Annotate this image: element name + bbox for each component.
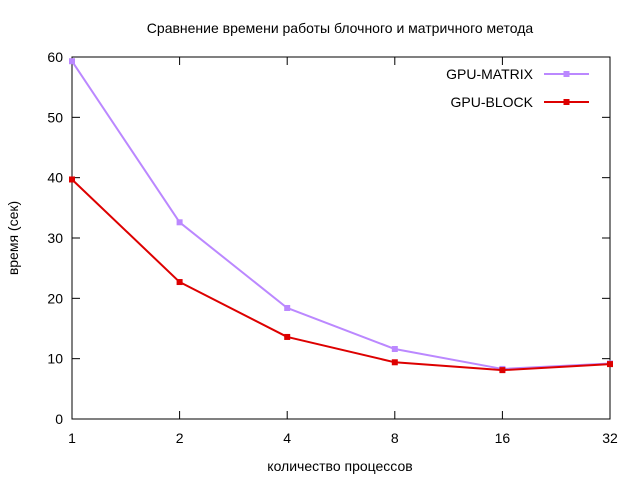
x-tick-label: 32 xyxy=(602,430,618,446)
tick-labels: 0 10 20 30 40 50 60 1 2 4 8 16 32 xyxy=(47,49,618,446)
x-tick-label: 1 xyxy=(68,430,76,446)
legend: GPU-MATRIX GPU-BLOCK xyxy=(446,66,589,110)
x-tick-label: 16 xyxy=(495,430,511,446)
y-tick-label: 20 xyxy=(47,290,63,306)
y-axis-label: время (сек) xyxy=(5,201,21,275)
legend-swatch-marker xyxy=(563,99,570,105)
legend-label: GPU-MATRIX xyxy=(446,66,534,82)
legend-entry-gpu-matrix: GPU-MATRIX xyxy=(446,66,589,82)
x-tick-label: 8 xyxy=(391,430,399,446)
y-tick-label: 50 xyxy=(47,109,63,125)
data-point-gpu-matrix xyxy=(391,346,398,353)
legend-swatch-marker xyxy=(563,71,570,77)
data-point-gpu-block xyxy=(284,333,291,340)
x-tick-label: 2 xyxy=(176,430,184,446)
series-line-gpu-block xyxy=(71,178,611,372)
y-tick-label: 40 xyxy=(47,170,63,186)
legend-entry-gpu-block: GPU-BLOCK xyxy=(451,94,589,110)
data-point-gpu-matrix xyxy=(284,304,291,311)
data-point-gpu-block xyxy=(391,359,398,366)
data-point-gpu-matrix xyxy=(176,219,183,226)
chart-title: Сравнение времени работы блочного и матр… xyxy=(147,20,534,36)
plot-frame xyxy=(71,56,611,420)
y-tick-label: 30 xyxy=(47,230,63,246)
x-axis-label: количество процессов xyxy=(267,458,412,474)
y-tick-label: 10 xyxy=(47,351,63,367)
series-layer xyxy=(69,58,613,374)
data-point-gpu-block xyxy=(176,279,183,286)
data-point-gpu-block xyxy=(607,361,613,368)
y-tick-label: 0 xyxy=(55,411,63,427)
series-line-gpu-matrix xyxy=(71,60,611,370)
data-point-gpu-block xyxy=(69,176,75,183)
y-tick-label: 60 xyxy=(47,49,63,65)
x-tick-label: 4 xyxy=(283,430,291,446)
axis-ticks xyxy=(71,56,611,420)
data-point-gpu-block xyxy=(499,367,506,374)
legend-label: GPU-BLOCK xyxy=(451,94,534,110)
series-gpu-block xyxy=(69,176,613,374)
data-point-gpu-matrix xyxy=(69,58,75,65)
